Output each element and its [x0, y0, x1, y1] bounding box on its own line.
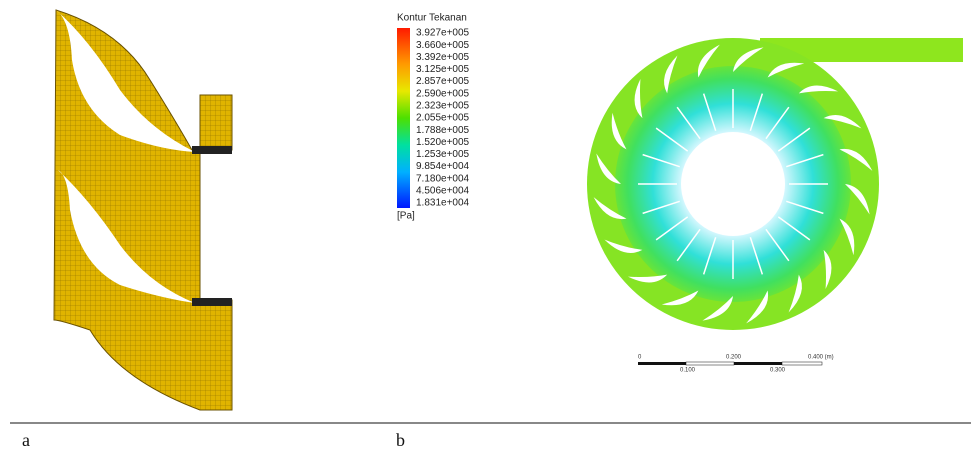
caption: a [22, 430, 30, 450]
legend-labels: 3.927e+0053.660e+0053.392e+0053.125e+005… [416, 28, 470, 209]
legend-label: 2.055e+005 [416, 113, 470, 124]
legend-label: 4.506e+004 [416, 185, 470, 196]
caption: b [396, 430, 405, 450]
page: Kontur Tekanan 3.927e+0053.660e+0053.392… [0, 0, 971, 453]
legend-label: 2.857e+005 [416, 76, 470, 87]
scale-label: 0.400 (m) [808, 355, 834, 361]
scale-label: 0.100 [680, 368, 696, 374]
legend-label: 1.253e+005 [416, 149, 470, 160]
legend-label: 1.520e+005 [416, 137, 470, 148]
legend-label: 9.854e+004 [416, 161, 470, 172]
figure: Kontur Tekanan 3.927e+0053.660e+0053.392… [0, 0, 971, 453]
scale-label: 0.200 [726, 355, 742, 361]
legend-label: 1.831e+004 [416, 198, 470, 209]
legend-label: 3.927e+005 [416, 28, 470, 39]
contour-image [587, 38, 963, 330]
legend-label: 7.180e+004 [416, 173, 470, 184]
scale-label: 0 [638, 355, 642, 361]
legend-label: 2.590e+005 [416, 88, 470, 99]
legend-label: 3.392e+005 [416, 52, 470, 63]
legend-title: Kontur Tekanan [397, 13, 467, 24]
scale-label: 0.300 [770, 368, 786, 374]
legend-label: 3.660e+005 [416, 40, 470, 51]
color-bar [397, 28, 410, 208]
scale-bar: 0 0.200 0.400 (m) 0.100 0.300 [638, 355, 834, 374]
legend-label: 2.323e+005 [416, 100, 470, 111]
legend-label: 1.788e+005 [416, 125, 470, 136]
legend-label: 3.125e+005 [416, 64, 470, 75]
mesh-image [54, 10, 232, 410]
legend-unit: [Pa] [397, 211, 415, 222]
